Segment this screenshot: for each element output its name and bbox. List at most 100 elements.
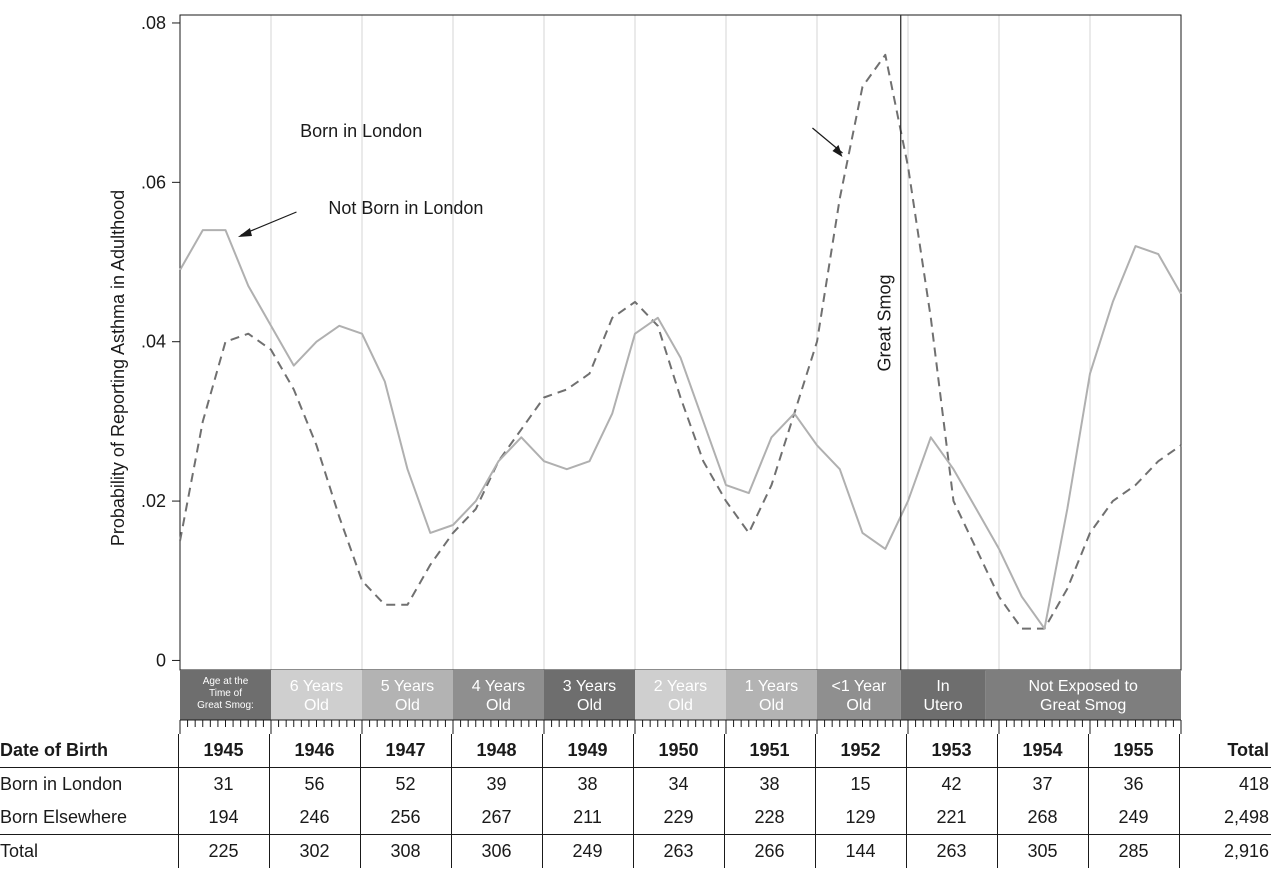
chart-svg: 0 .02 .04 .06 .08 Probability of Reporting A…: [108, 13, 1182, 734]
table-row-label: Born in London: [0, 767, 178, 801]
table-cell: 52: [359, 767, 451, 801]
y-tick-label: 0: [156, 650, 166, 670]
table-cell: 221: [905, 801, 997, 835]
table-cell: 225: [177, 834, 269, 868]
age-band-label: Old: [395, 697, 420, 714]
table-cell: 229: [632, 801, 724, 835]
table-cell: 256: [359, 801, 451, 835]
age-band-label: 3 Years: [563, 678, 616, 695]
y-axis-label: Probability of Reporting Asthma in Adult…: [108, 190, 128, 546]
table-cell: 246: [268, 801, 360, 835]
age-band-label: Utero: [923, 697, 962, 714]
table-cell: 263: [632, 834, 724, 868]
age-band-label: Old: [668, 697, 693, 714]
series-line-born-in-london: [179, 53, 1182, 630]
age-band: [271, 670, 362, 720]
age-band: [900, 670, 986, 720]
age-band: [726, 670, 817, 720]
table-cell: 15: [814, 767, 906, 801]
age-band: [180, 670, 271, 720]
age-band: [985, 670, 1181, 720]
age-band-label: Old: [304, 697, 329, 714]
age-band-label: Age at the: [203, 676, 249, 687]
annotation-arrowhead: [237, 228, 252, 237]
table-cell: 31: [177, 767, 269, 801]
y-tick-label: .08: [141, 13, 166, 33]
table-cell: 34: [632, 767, 724, 801]
table-cell: 306: [450, 834, 542, 868]
table-cell: 38: [723, 767, 815, 801]
age-band-label: Old: [577, 697, 602, 714]
age-band: [544, 670, 635, 720]
age-band-label: 6 Years: [290, 678, 343, 695]
age-band-label: In: [936, 678, 949, 695]
table-year-header: 1947: [359, 734, 451, 768]
age-band: [362, 670, 453, 720]
age-band-label: 5 Years: [381, 678, 434, 695]
y-tick-label: .06: [141, 172, 166, 192]
table-cell: 302: [268, 834, 360, 868]
age-band: [453, 670, 544, 720]
table-cell: 38: [541, 767, 633, 801]
series-lines: [179, 53, 1182, 630]
table-row-total: 2,498: [1178, 801, 1271, 835]
series-line-not-born-in-london: [179, 229, 1182, 630]
table-cell: 305: [996, 834, 1088, 868]
table-year-header: 1955: [1087, 734, 1179, 768]
age-band-label: 1 Years: [745, 678, 798, 695]
table-row-label: Total: [0, 834, 178, 868]
annotations: Born in London Not Born in London: [237, 121, 843, 237]
table-row: Born Elsewhere 194 246 256 267 211 229 228 129 22…: [0, 801, 1271, 835]
age-band-label: <1 Year: [831, 678, 886, 695]
event-line-label: Great Smog: [875, 274, 895, 371]
great-smog-event-line: Great Smog: [875, 15, 902, 670]
birth-count-table: Date of Birth 1945 1946 1947 1948 1949 1950 195…: [0, 734, 1271, 868]
age-band-label: Time of: [209, 688, 242, 699]
table-cell: 228: [723, 801, 815, 835]
age-band-label: Not Exposed to: [1028, 678, 1138, 695]
table-row-label: Born Elsewhere: [0, 807, 128, 827]
table-year-header: 1948: [450, 734, 542, 768]
table-cell: 249: [541, 834, 633, 868]
table-year-header: 1949: [541, 734, 633, 768]
annotation-not-born-in-london: Not Born in London: [328, 198, 483, 218]
age-band-label: Old: [759, 697, 784, 714]
age-band-label: 4 Years: [472, 678, 525, 695]
table-row-total: 2,916: [1178, 834, 1271, 868]
plot-frame: [179, 14, 1182, 671]
annotation-arrowhead: [832, 145, 843, 157]
table-cell: 308: [359, 834, 451, 868]
age-band-label: Old: [486, 697, 511, 714]
table-header-row: Date of Birth 1945 1946 1947 1948 1949 1950 195…: [0, 734, 1271, 768]
age-band: [635, 670, 726, 720]
table-cell: 129: [814, 801, 906, 835]
table-year-header: 1954: [996, 734, 1088, 768]
age-band: [817, 670, 901, 720]
table-cell: 36: [1087, 767, 1179, 801]
table-cell: 267: [450, 801, 542, 835]
table-cell: 268: [996, 801, 1088, 835]
y-tick-label: .04: [141, 332, 166, 352]
y-axis: 0 .02 .04 .06 .08: [141, 13, 180, 670]
y-tick-label: .02: [141, 491, 166, 511]
table-total-header: Total: [1178, 734, 1271, 768]
table-year-header: 1946: [268, 734, 360, 768]
year-gridlines: [270, 15, 1091, 670]
table-row: Total 225 302 308 306 249 263 266 144 263 305 285 2,…: [0, 834, 1271, 868]
table-year-header: 1952: [814, 734, 906, 768]
table-cell: 266: [723, 834, 815, 868]
month-ruler: [179, 719, 1182, 734]
age-band-label: Great Smog:: [197, 700, 254, 711]
table-cell: 263: [905, 834, 997, 868]
table-cell: 194: [177, 801, 269, 835]
table-year-header: 1953: [905, 734, 997, 768]
age-band-label: Old: [846, 697, 871, 714]
age-band-label: 2 Years: [654, 678, 707, 695]
table-year-header: 1951: [723, 734, 815, 768]
table-cell: 56: [268, 767, 360, 801]
table-cell: 42: [905, 767, 997, 801]
table-year-header: 1950: [632, 734, 724, 768]
table-header-label: Date of Birth: [0, 740, 108, 760]
table-cell: 285: [1087, 834, 1179, 868]
